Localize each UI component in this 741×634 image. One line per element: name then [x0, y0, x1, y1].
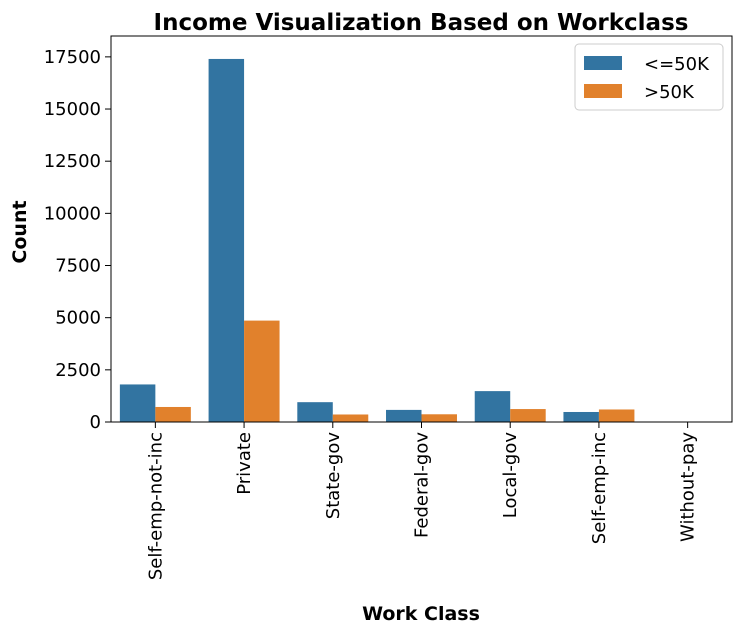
bar-federal-gov-gt50k	[421, 414, 457, 422]
bar-self-emp-inc-le50k	[563, 411, 599, 422]
bar-state-gov-le50k	[297, 402, 333, 422]
x-tick-label: Federal-gov	[412, 432, 433, 538]
y-tick-label: 17500	[44, 47, 101, 68]
y-tick-label: 12500	[44, 151, 101, 172]
y-tick-label: 10000	[44, 203, 101, 224]
bar-federal-gov-le50k	[386, 409, 422, 422]
x-tick-label: Self-emp-inc	[589, 432, 610, 544]
bar-self-emp-not-inc-gt50k	[155, 406, 191, 422]
bar-state-gov-gt50k	[332, 414, 369, 422]
bar-private-le50k	[208, 58, 245, 422]
x-axis-label: Work Class	[362, 603, 480, 625]
bar-self-emp-not-inc-le50k	[119, 384, 156, 422]
x-tick-label: Local-gov	[500, 432, 521, 519]
y-tick-label: 7500	[55, 256, 101, 277]
bar-private-gt50k	[244, 320, 280, 422]
legend-label-gt50k: >50K	[644, 82, 695, 103]
x-tick-label: Self-emp-not-inc	[145, 432, 166, 580]
y-axis-label: Count	[9, 200, 31, 263]
y-tick-label: 15000	[44, 99, 101, 120]
bars-group	[119, 58, 688, 422]
x-axis-ticks: Self-emp-not-inc Private State-gov Federal-…	[145, 422, 699, 580]
y-tick-label: 5000	[55, 308, 101, 329]
bar-self-emp-inc-gt50k	[598, 409, 635, 422]
legend: <=50K >50K	[574, 43, 724, 111]
x-tick-label: State-gov	[323, 432, 344, 520]
plot-frame	[110, 35, 733, 423]
x-tick-label: Private	[234, 432, 255, 495]
legend-swatch-gt50k	[584, 84, 622, 98]
legend-label-le50k: <=50K	[644, 54, 710, 75]
y-tick-label: 0	[90, 412, 101, 433]
bar-local-gov-gt50k	[510, 409, 546, 422]
bar-local-gov-le50k	[474, 391, 511, 422]
x-tick-label: Without-pay	[678, 432, 699, 542]
y-tick-label: 2500	[55, 360, 101, 381]
y-axis-ticks: 0 2500 5000 7500 10000 12500 15000 17500	[44, 47, 111, 433]
legend-swatch-le50k	[584, 56, 622, 70]
chart-title: Income Visualization Based on Workclass	[154, 10, 689, 36]
